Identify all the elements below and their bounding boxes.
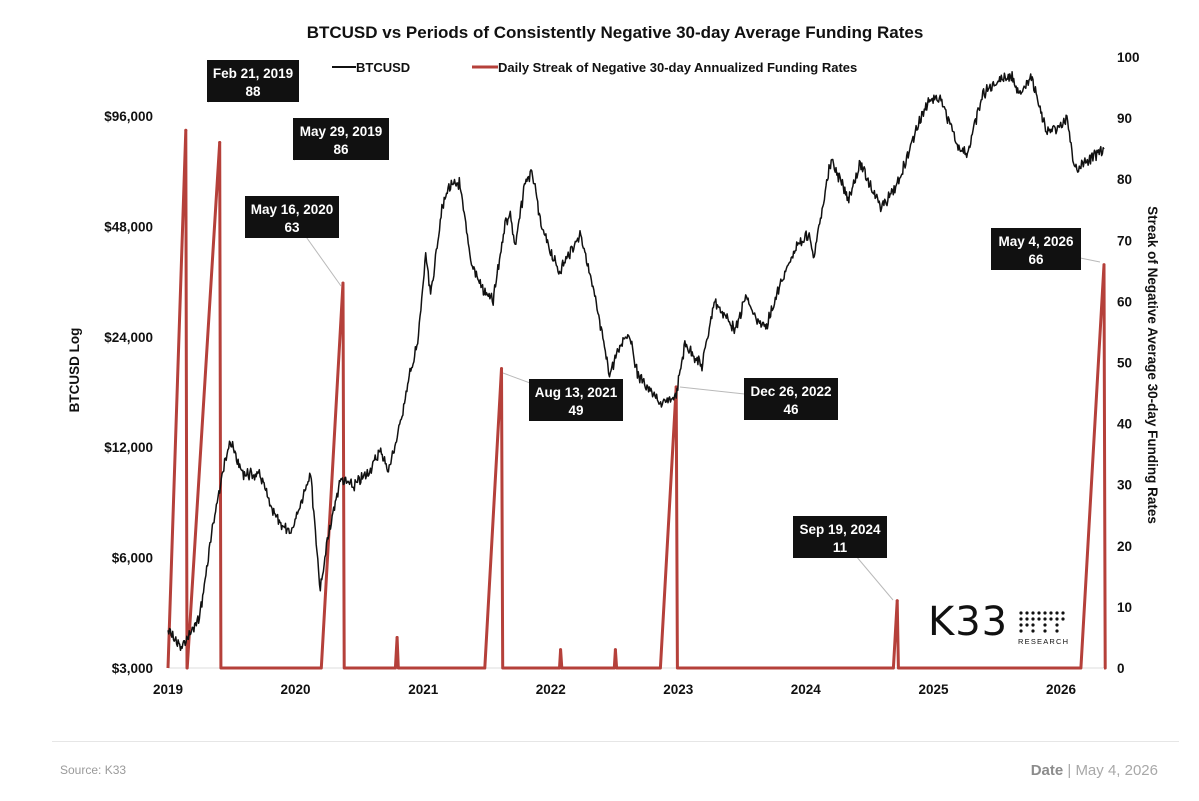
y-right-tick-label: 60 bbox=[1117, 294, 1132, 309]
y-left-tick-label: $48,000 bbox=[104, 219, 153, 234]
y-right-tick-label: 0 bbox=[1117, 661, 1125, 676]
streak-peak-point bbox=[184, 128, 188, 132]
annotation-date: Sep 19, 2024 bbox=[799, 522, 881, 537]
y-right-tick-label: 100 bbox=[1117, 50, 1140, 65]
footer-date-label: Date bbox=[1030, 762, 1064, 779]
y-right-tick-label: 50 bbox=[1117, 356, 1132, 371]
streak-peak-point bbox=[218, 141, 222, 145]
streak-series bbox=[166, 128, 1107, 670]
streak-peak-point bbox=[1102, 263, 1106, 267]
footer-divider bbox=[52, 741, 1179, 742]
annotation-box bbox=[744, 378, 838, 420]
streak-peak-point bbox=[341, 281, 345, 285]
y-left-tick-label: $24,000 bbox=[104, 330, 153, 345]
streak-peak-point bbox=[559, 648, 563, 652]
source-note: Source: K33 bbox=[60, 763, 127, 777]
x-tick-label: 2019 bbox=[153, 682, 183, 697]
annotation-value: 11 bbox=[833, 540, 848, 555]
annotation-value: 46 bbox=[783, 402, 799, 417]
logo-subtitle: RESEARCH bbox=[1018, 637, 1070, 646]
y-right-tick-label: 10 bbox=[1117, 600, 1132, 615]
streak-peak-point bbox=[613, 648, 617, 652]
x-tick-label: 2025 bbox=[919, 682, 950, 697]
footer-date-value: May 4, 2026 bbox=[1075, 762, 1158, 779]
y-axis-left-label: BTCUSD Log bbox=[67, 328, 82, 413]
y-right-tick-label: 20 bbox=[1117, 539, 1132, 554]
streak-peak-point bbox=[500, 367, 504, 371]
annotation-value: 49 bbox=[568, 403, 583, 418]
x-tick-label: 2026 bbox=[1046, 682, 1077, 697]
k33-logo: K33 RESEARCH bbox=[928, 599, 1078, 652]
y-left-tick-label: $3,000 bbox=[112, 661, 153, 676]
legend-label-funding: Daily Streak of Negative 30-day Annualiz… bbox=[498, 60, 857, 75]
annotation-box bbox=[207, 60, 299, 102]
y-right-tick-label: 70 bbox=[1117, 233, 1132, 248]
logo-wordmark: K33 bbox=[928, 599, 1009, 645]
x-tick-label: 2023 bbox=[663, 682, 694, 697]
annotation-date: May 4, 2026 bbox=[998, 234, 1074, 249]
streak-peak-point bbox=[895, 599, 899, 603]
streak-peak-point bbox=[395, 635, 399, 639]
legend: BTCUSD Daily Streak of Negative 30-day A… bbox=[332, 60, 857, 75]
logo-dot-grid-icon bbox=[1019, 611, 1065, 633]
footer-date: Date | May 4, 2026 bbox=[1030, 762, 1158, 779]
x-tick-label: 2021 bbox=[408, 682, 439, 697]
btcusd-line bbox=[167, 71, 1105, 652]
y-axis-right-ticks: 0 10 20 30 40 50 60 70 80 90 100 bbox=[1117, 50, 1140, 676]
annotation-box bbox=[529, 379, 623, 421]
annotation-box bbox=[293, 118, 389, 160]
y-right-tick-label: 40 bbox=[1117, 417, 1132, 432]
annotation-date: Feb 21, 2019 bbox=[213, 66, 293, 81]
y-left-tick-label: $12,000 bbox=[104, 440, 153, 455]
y-axis-left-ticks: $3,000 $6,000 $12,000 $24,000 $48,000 $96,000 bbox=[104, 109, 153, 676]
annotation-value: 63 bbox=[284, 220, 300, 235]
annotation-date: May 29, 2019 bbox=[300, 124, 383, 139]
x-tick-label: 2020 bbox=[280, 682, 310, 697]
annotation-value: 66 bbox=[1028, 252, 1044, 267]
legend-label-btcusd: BTCUSD bbox=[356, 60, 410, 75]
y-left-tick-label: $96,000 bbox=[104, 109, 153, 124]
chart-svg: BTCUSD vs Periods of Consistently Negati… bbox=[67, 23, 1160, 697]
annotation-box bbox=[245, 196, 339, 238]
annotations: Feb 21, 2019 88 May 29, 2019 86 May 16, 2020… bbox=[207, 60, 1101, 601]
x-axis-ticks: 2019 2020 2021 2022 2023 2024 2025 2026 bbox=[153, 682, 1077, 697]
x-tick-label: 2022 bbox=[536, 682, 566, 697]
x-tick-label: 2024 bbox=[791, 682, 822, 697]
annotation-box bbox=[793, 516, 887, 558]
y-right-tick-label: 30 bbox=[1117, 478, 1132, 493]
chart-title: BTCUSD vs Periods of Consistently Negati… bbox=[307, 23, 924, 42]
annotation-value: 86 bbox=[333, 142, 349, 157]
y-left-tick-label: $6,000 bbox=[112, 551, 153, 566]
annotation-date: Aug 13, 2021 bbox=[535, 385, 618, 400]
y-right-tick-label: 90 bbox=[1117, 111, 1132, 126]
annotation-date: Dec 26, 2022 bbox=[750, 384, 831, 399]
annotation-box bbox=[991, 228, 1081, 270]
annotation-value: 88 bbox=[245, 84, 261, 99]
y-right-tick-label: 80 bbox=[1117, 172, 1132, 187]
y-axis-right-label: Streak of Negative Average 30-day Fundin… bbox=[1145, 206, 1160, 524]
annotation-date: May 16, 2020 bbox=[251, 202, 334, 217]
btcusd-series bbox=[167, 71, 1105, 652]
